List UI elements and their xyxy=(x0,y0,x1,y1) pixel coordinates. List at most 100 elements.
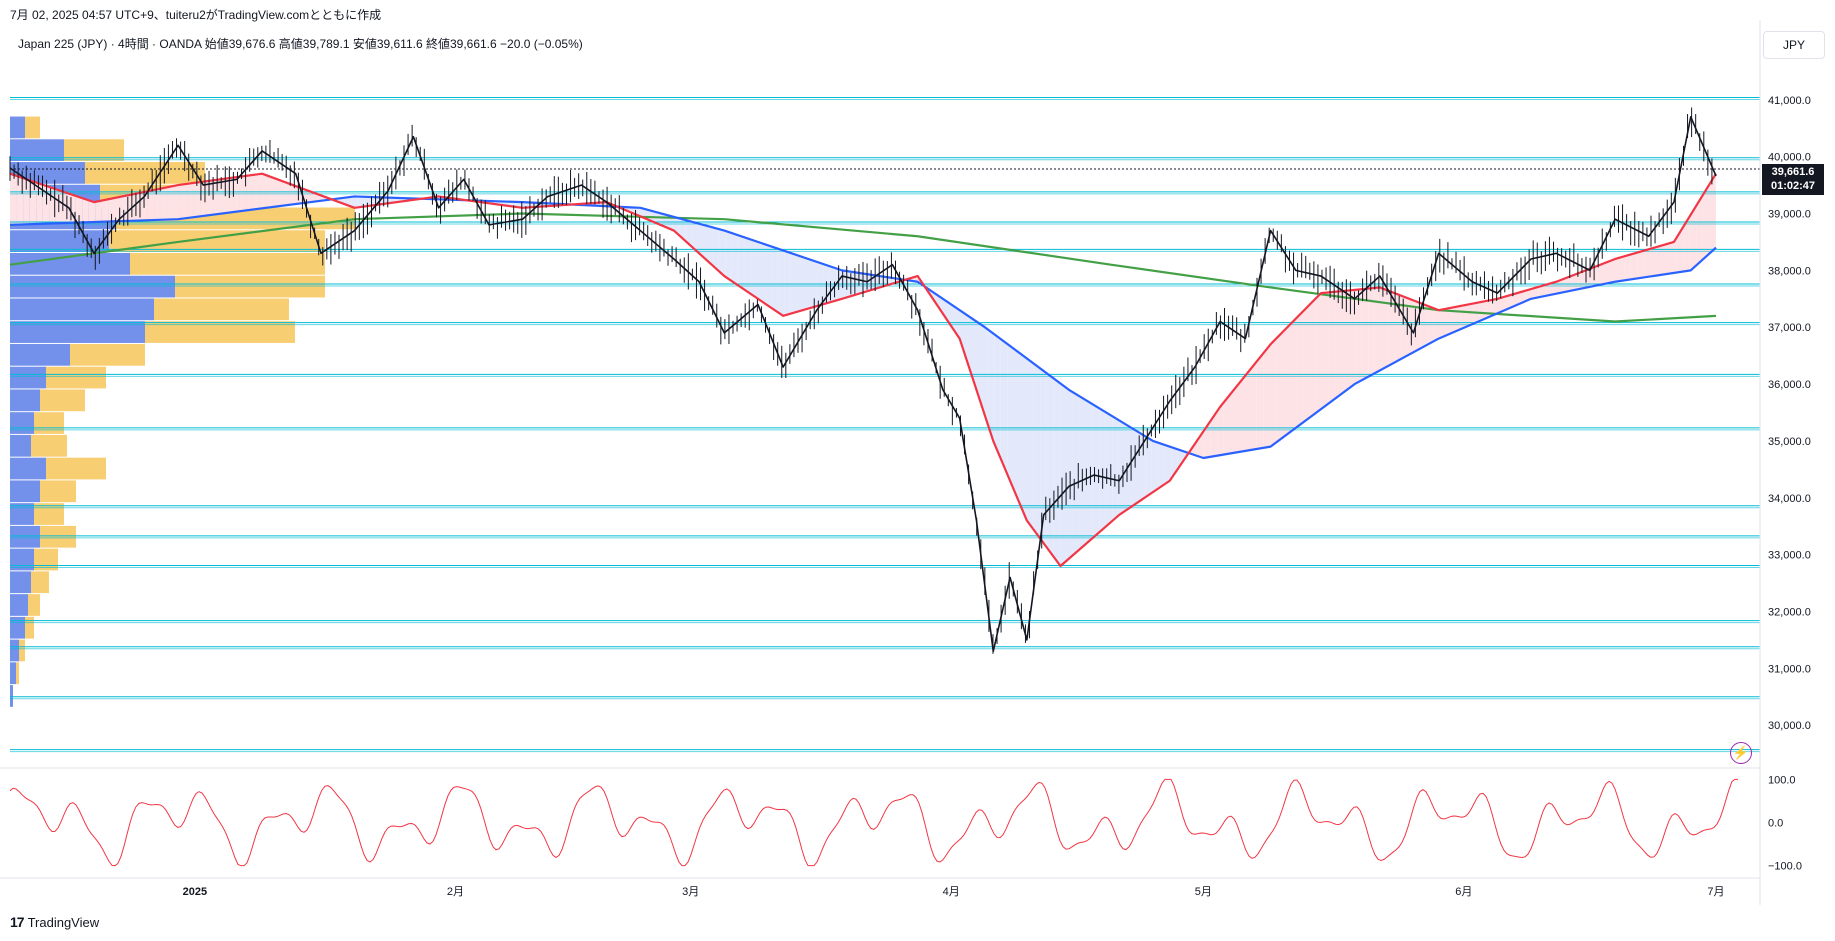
sma-band-segment xyxy=(1696,195,1703,266)
sma-band-segment xyxy=(1617,256,1625,282)
sma-band-segment xyxy=(1328,291,1336,404)
currency-button[interactable]: JPY xyxy=(1763,31,1825,59)
footer-logo-text: TradingView xyxy=(27,914,100,930)
sma-band-segment xyxy=(292,184,299,205)
time-tick-label: 3月 xyxy=(682,886,699,898)
volume-profile-bar-down xyxy=(40,480,76,503)
sma-band-segment xyxy=(1040,368,1047,548)
sma-band-segment xyxy=(1519,290,1526,304)
oscillator-pane xyxy=(9,778,1738,867)
sma-band-segment xyxy=(1046,373,1054,557)
moving-averages xyxy=(9,172,1717,568)
sma-band-segment xyxy=(764,244,772,308)
sma-band-segment xyxy=(1177,449,1185,469)
sma-band-segment xyxy=(1341,290,1349,394)
sma-band-segment xyxy=(1446,307,1454,336)
sma-band-segment xyxy=(1118,420,1126,516)
sma-band-segment xyxy=(1460,304,1467,330)
sma-band-segment xyxy=(1125,424,1133,511)
price-tick-label: 36,000.0 xyxy=(1768,379,1811,391)
volume-profile-bar-down xyxy=(31,434,67,457)
volume-profile-bar-up xyxy=(10,434,31,457)
sma-band-segment xyxy=(705,225,713,265)
time-tick-label: 2025 xyxy=(183,886,207,898)
sma-band-segment xyxy=(758,241,765,304)
sma-band-segment xyxy=(167,185,175,220)
volume-profile-bar-down xyxy=(40,389,85,412)
sma-band-segment xyxy=(1348,289,1356,389)
sma-band-segment xyxy=(1210,410,1218,457)
sma-band-segment xyxy=(731,233,739,286)
lightning-icon[interactable]: ⚡ xyxy=(1730,742,1752,764)
publish-info: 7月 02, 2025 04:57 UTC+9、tuiteru2がTrading… xyxy=(10,8,382,22)
oscillator-tick-label: −100.0 xyxy=(1768,861,1802,873)
sma-band-segment xyxy=(771,246,778,313)
sma-band-segment xyxy=(1059,383,1067,566)
sma-band-segment xyxy=(1466,303,1474,327)
sma-band-segment xyxy=(974,320,982,404)
sma-band-segment xyxy=(1479,300,1487,321)
volume-profile-bar-up xyxy=(10,298,154,321)
volume-profile-bar-down xyxy=(46,366,106,389)
sma-band-segment xyxy=(994,334,1001,459)
price-tick-label: 37,000.0 xyxy=(1768,322,1811,334)
sma-band-segment xyxy=(1604,260,1611,284)
price-tick-label: 30,000.0 xyxy=(1768,720,1811,732)
sma-band-segment xyxy=(1499,296,1507,313)
sma-band-segment xyxy=(777,248,785,316)
time-tick-label: 2月 xyxy=(447,886,464,898)
current-price-value: 39,661.6 xyxy=(1771,166,1815,178)
sma-band-segment xyxy=(1269,338,1277,447)
sma-band-segment xyxy=(1643,248,1651,278)
sma-band-segment xyxy=(1112,416,1119,521)
sma-band-segment xyxy=(1230,385,1237,454)
sma-band-segment xyxy=(101,199,109,222)
price-tick-label: 38,000.0 xyxy=(1768,265,1811,277)
sma-band-segment xyxy=(1007,343,1014,490)
price-axis: 41,000.0 40,000.0 39,000.0 38,000.0 37,000.0… xyxy=(1768,95,1811,732)
volume-profile-bar-up xyxy=(10,412,34,434)
price-tick-label: 35,000.0 xyxy=(1768,436,1811,448)
sma-band-segment xyxy=(1263,345,1270,448)
sma-band-segment xyxy=(1361,288,1369,381)
volume-profile-bar-up xyxy=(10,366,46,389)
sma-band-segment xyxy=(1145,436,1152,498)
volume-profile xyxy=(10,116,355,707)
sma-band-segment xyxy=(1381,288,1388,370)
sma-band-segment xyxy=(351,196,358,208)
sma-band-segment xyxy=(1282,325,1290,438)
sma-band-segment xyxy=(1158,442,1165,489)
sma-band-segment xyxy=(1013,348,1021,506)
sma-band-segment xyxy=(692,221,699,254)
sma-band-segment xyxy=(246,174,253,211)
volume-profile-bar-down xyxy=(28,594,40,616)
volume-profile-bar-down xyxy=(130,252,325,275)
volume-profile-bar-up xyxy=(10,480,40,503)
volume-profile-bar-up xyxy=(10,525,40,548)
volume-profile-bar-down xyxy=(70,343,145,366)
volume-profile-bar-down xyxy=(34,503,64,525)
oscillator-tick-label: 0.0 xyxy=(1768,818,1783,830)
sma-band-segment xyxy=(1670,237,1677,274)
sma-band-segment xyxy=(521,202,529,208)
sma-band-segment xyxy=(1086,400,1093,544)
sma-band-segment xyxy=(1453,306,1461,333)
sma-band-segment xyxy=(1322,292,1329,409)
sma-band-segment xyxy=(1440,308,1447,338)
sma-band-segment xyxy=(1610,258,1618,283)
sma-band-segment xyxy=(62,191,70,224)
sma-band-segment xyxy=(1276,331,1283,443)
countdown-timer: 01:02:47 xyxy=(1770,180,1816,192)
sma-band-segment xyxy=(1072,392,1080,556)
volume-profile-bar-up xyxy=(10,343,70,366)
sma-band-segment xyxy=(233,176,240,213)
sma-band-segment xyxy=(1492,298,1500,316)
sma-band-segment xyxy=(29,180,37,225)
volume-profile-bar-down xyxy=(31,571,49,594)
sma-band-segment xyxy=(206,180,214,216)
sma-band-segment xyxy=(1374,287,1382,374)
sma-band-segment xyxy=(1197,430,1205,458)
sma-band-segment xyxy=(698,223,706,260)
sma-band-segment xyxy=(1092,404,1100,539)
